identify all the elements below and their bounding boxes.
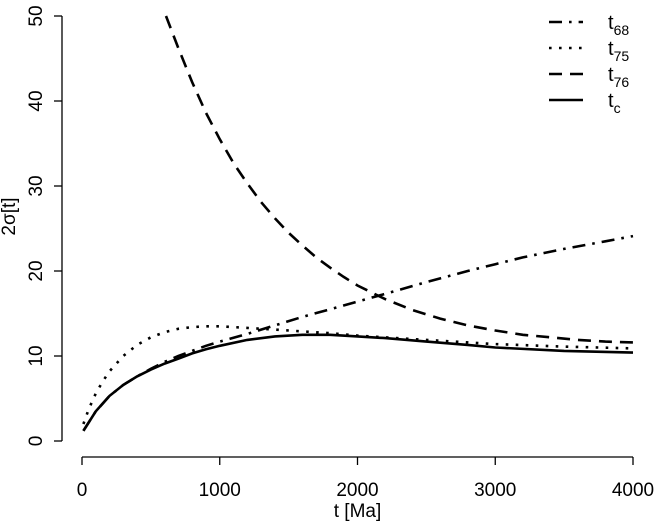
legend-label-t75: t75 (608, 38, 629, 64)
x-tick-label: 2000 (336, 480, 378, 501)
y-tick-label: 30 (26, 175, 47, 196)
y-tick-label: 20 (26, 260, 47, 281)
legend-label-t68: t68 (608, 12, 629, 38)
legend-label-tc: tc (608, 90, 621, 116)
x-axis-title: t [Ma] (334, 501, 382, 521)
series-line-t68 (82, 234, 634, 432)
series-line-tc (82, 333, 634, 432)
series-line-t75 (82, 324, 634, 425)
x-tick-label: 1000 (199, 480, 241, 501)
y-tick-label: 0 (26, 436, 47, 447)
plot-area (82, 15, 634, 432)
x-tick-label: 4000 (612, 480, 654, 501)
x-tick-label: 0 (77, 480, 88, 501)
y-tick-label: 50 (26, 5, 47, 26)
y-tick-label: 40 (26, 90, 47, 111)
axes: 0 1000 2000 3000 4000 0 10 20 30 40 50 (26, 5, 654, 501)
y-tick-label: 10 (26, 345, 47, 366)
series-line-t76 (164, 15, 634, 344)
y-axis-title: 2σ[t] (0, 197, 20, 235)
legend-label-t76: t76 (608, 64, 629, 90)
x-tick-label: 3000 (474, 480, 516, 501)
